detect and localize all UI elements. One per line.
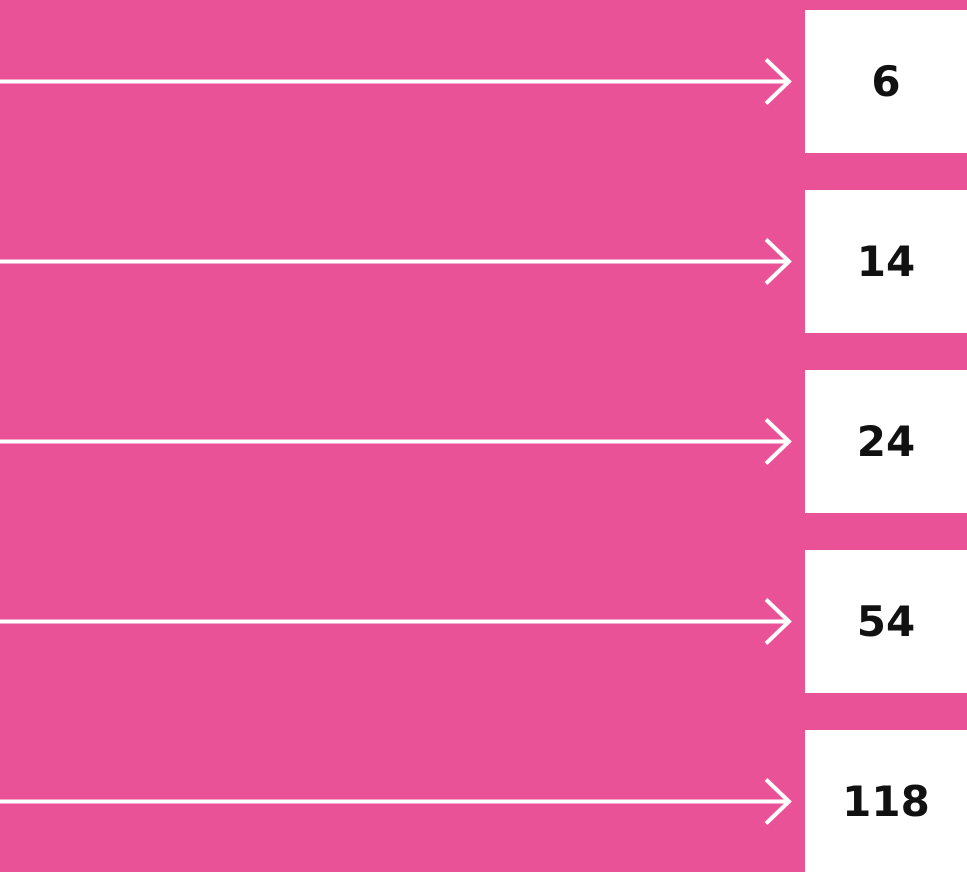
- arrow-head: [764, 238, 792, 285]
- value-box: [805, 730, 967, 872]
- value-box: [805, 190, 967, 333]
- value-box: [805, 370, 967, 513]
- value-label: 6: [871, 57, 900, 106]
- arrow-head: [764, 418, 792, 465]
- arrow-head: [764, 778, 792, 825]
- value-label: 118: [842, 777, 930, 826]
- value-box: [805, 10, 967, 153]
- arrow-head: [764, 598, 792, 645]
- value-label: 24: [857, 417, 915, 466]
- value-label: 54: [857, 597, 915, 646]
- value-box: [805, 550, 967, 693]
- arrow-head: [764, 58, 792, 105]
- value-label: 14: [857, 237, 915, 286]
